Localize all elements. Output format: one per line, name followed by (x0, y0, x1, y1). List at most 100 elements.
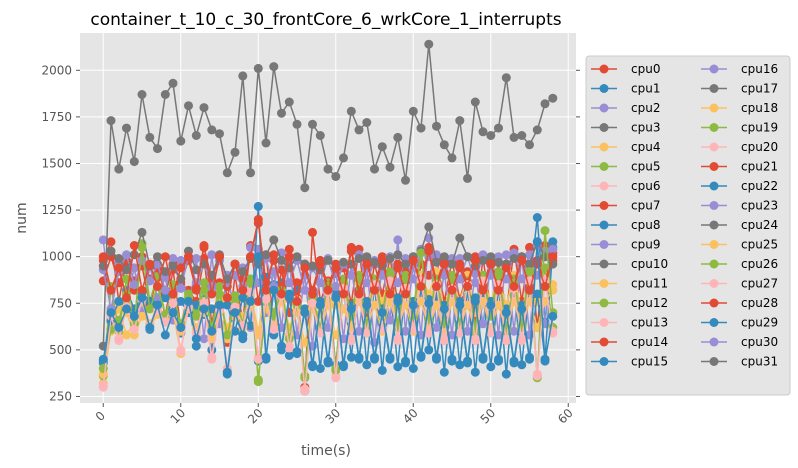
legend-label-cpu20: cpu20 (741, 140, 778, 154)
data-point-cpu3 (106, 116, 116, 126)
y-tick-label: 750 (49, 296, 72, 310)
data-point-cpu2 (191, 254, 201, 263)
legend-label-cpu5: cpu5 (631, 160, 660, 174)
data-point-cpu1 (532, 213, 542, 222)
y-tick-label: 1500 (41, 156, 72, 170)
data-point-cpu3 (207, 125, 217, 135)
data-point-cpu14 (137, 285, 147, 295)
data-point-cpu3 (401, 175, 410, 185)
data-point-cpu15 (246, 296, 255, 306)
legend-swatch-marker (709, 318, 719, 327)
data-point-cpu3 (517, 131, 527, 140)
data-point-cpu1 (424, 345, 434, 355)
data-point-cpu12 (540, 226, 550, 236)
data-point-cpu14 (292, 296, 302, 306)
data-point-cpu14 (408, 255, 418, 265)
data-point-cpu10 (222, 274, 232, 284)
data-point-cpu15 (377, 308, 387, 318)
data-point-cpu14 (106, 285, 116, 295)
data-point-cpu12 (346, 311, 356, 321)
plot-area (80, 33, 576, 403)
data-point-cpu9 (300, 285, 310, 295)
data-point-cpu0 (253, 296, 263, 306)
data-point-cpu14 (153, 282, 162, 291)
legend-label-cpu11: cpu11 (631, 277, 668, 291)
legend-label-cpu26: cpu26 (741, 257, 778, 271)
data-point-cpu15 (308, 362, 317, 372)
data-point-cpu13 (168, 298, 178, 308)
data-point-cpu12 (222, 330, 232, 340)
data-point-cpu9 (408, 274, 418, 284)
data-point-cpu14 (300, 263, 310, 273)
legend-swatch-marker (599, 279, 609, 288)
legend-swatch-marker (709, 337, 719, 347)
data-point-cpu15 (408, 300, 418, 310)
data-point-cpu3 (145, 132, 155, 142)
data-point-cpu14 (129, 241, 139, 250)
data-point-cpu12 (98, 364, 108, 373)
y-tick-label: 250 (49, 389, 72, 403)
data-point-cpu2 (432, 323, 441, 332)
x-tick-label: 60 (555, 406, 576, 427)
data-point-cpu10 (122, 265, 131, 275)
data-point-cpu1 (501, 369, 511, 379)
legend-label-cpu21: cpu21 (741, 160, 778, 174)
data-point-cpu13 (517, 336, 527, 346)
data-point-cpu0 (106, 237, 116, 247)
y-tick-label: 500 (49, 343, 72, 357)
data-point-cpu3 (114, 164, 124, 174)
data-point-cpu2 (478, 319, 488, 329)
data-point-cpu3 (153, 144, 162, 154)
legend-label-cpu12: cpu12 (631, 296, 668, 310)
data-point-cpu3 (509, 132, 519, 142)
data-point-cpu14 (114, 263, 124, 273)
data-point-cpu14 (525, 285, 534, 295)
x-tick-label: 20 (245, 406, 266, 427)
data-point-cpu14 (370, 285, 379, 295)
data-point-cpu12 (137, 242, 147, 252)
legend-swatch-marker (709, 84, 719, 93)
data-point-cpu14 (401, 289, 410, 299)
data-point-cpu3 (408, 106, 418, 116)
data-point-cpu8 (222, 300, 232, 310)
data-point-cpu3 (269, 62, 279, 72)
legend-swatch-marker (709, 279, 719, 288)
data-point-cpu8 (246, 321, 255, 331)
legend-swatch-marker (709, 259, 719, 269)
data-point-cpu14 (532, 259, 542, 269)
data-point-cpu4 (532, 296, 542, 306)
legend-label-cpu16: cpu16 (741, 62, 778, 76)
data-point-cpu3 (393, 132, 403, 142)
chart-title: container_t_10_c_30_frontCore_6_wrkCore_… (90, 10, 561, 30)
data-point-cpu9 (393, 278, 403, 288)
data-point-cpu3 (354, 125, 364, 135)
x-tick-label: 40 (400, 406, 421, 427)
data-point-cpu15 (339, 362, 348, 372)
data-point-cpu9 (331, 282, 341, 291)
data-point-cpu15 (176, 323, 186, 332)
data-point-cpu15 (354, 354, 364, 364)
data-point-cpu1 (393, 362, 403, 372)
data-point-cpu15 (385, 354, 395, 364)
data-point-cpu15 (261, 352, 271, 362)
series-cpu15 (98, 237, 558, 377)
data-point-cpu1 (455, 360, 465, 370)
data-point-cpu9 (548, 244, 558, 254)
data-point-cpu12 (145, 304, 155, 314)
data-point-cpu3 (137, 90, 147, 99)
data-point-cpu15 (160, 330, 170, 340)
legend-label-cpu13: cpu13 (631, 316, 668, 330)
x-tick-label: 0 (93, 409, 108, 424)
data-point-cpu5 (215, 282, 224, 291)
data-point-cpu14 (416, 282, 426, 291)
data-point-cpu9 (455, 274, 465, 284)
data-point-cpu3 (308, 119, 317, 129)
data-point-cpu10 (447, 259, 457, 269)
y-tick-label: 1750 (41, 110, 72, 124)
data-point-cpu3 (323, 164, 333, 174)
legend-label-cpu18: cpu18 (741, 101, 778, 115)
data-point-cpu14 (191, 283, 201, 293)
x-axis-title: time(s) (301, 443, 351, 459)
data-point-cpu14 (199, 241, 209, 250)
data-point-cpu14 (501, 263, 511, 273)
